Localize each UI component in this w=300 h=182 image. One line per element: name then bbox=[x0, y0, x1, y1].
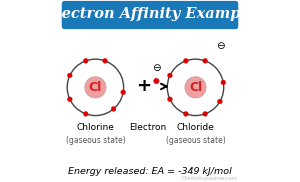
Circle shape bbox=[154, 78, 159, 84]
Circle shape bbox=[83, 112, 88, 116]
Text: (gaseous state): (gaseous state) bbox=[166, 136, 225, 145]
Circle shape bbox=[168, 97, 172, 102]
Circle shape bbox=[203, 58, 208, 63]
Text: (gaseous state): (gaseous state) bbox=[65, 136, 125, 145]
Text: ⊖: ⊖ bbox=[152, 63, 161, 73]
Circle shape bbox=[68, 73, 72, 78]
Text: Chloride: Chloride bbox=[177, 123, 214, 132]
Text: Electron: Electron bbox=[129, 123, 166, 132]
Text: ChemistryLearner.com: ChemistryLearner.com bbox=[182, 176, 237, 181]
Text: +: + bbox=[136, 78, 151, 95]
Text: Energy released: EA = -349 kJ/mol: Energy released: EA = -349 kJ/mol bbox=[68, 167, 232, 176]
Text: Chlorine: Chlorine bbox=[76, 123, 114, 132]
Text: Cl: Cl bbox=[189, 81, 202, 94]
Circle shape bbox=[85, 77, 106, 98]
Circle shape bbox=[203, 112, 208, 116]
Text: ⊖: ⊖ bbox=[216, 41, 224, 51]
FancyBboxPatch shape bbox=[62, 1, 238, 29]
Text: Cl: Cl bbox=[89, 81, 102, 94]
Circle shape bbox=[121, 90, 125, 95]
Circle shape bbox=[103, 58, 107, 63]
Circle shape bbox=[168, 73, 172, 78]
Circle shape bbox=[83, 58, 88, 63]
Circle shape bbox=[185, 77, 206, 98]
Circle shape bbox=[221, 80, 226, 85]
Circle shape bbox=[111, 107, 116, 111]
Circle shape bbox=[218, 99, 222, 104]
Text: Electron Affinity Example: Electron Affinity Example bbox=[45, 7, 255, 21]
Circle shape bbox=[68, 97, 72, 102]
Circle shape bbox=[184, 58, 188, 63]
Circle shape bbox=[184, 112, 188, 116]
